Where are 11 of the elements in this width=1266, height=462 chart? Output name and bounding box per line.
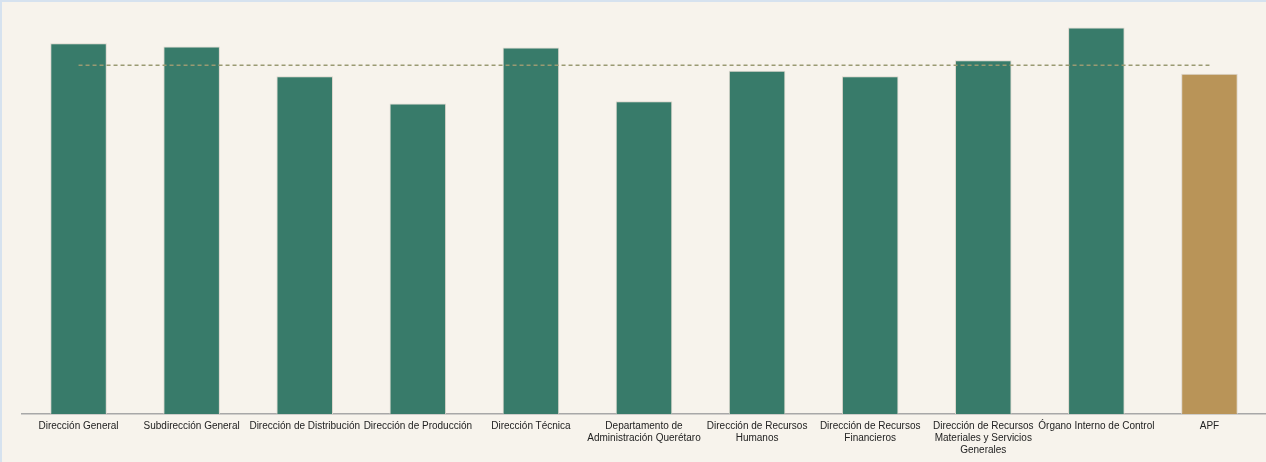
x-tick-label: Órgano Interno de Control [1038, 418, 1155, 431]
x-tick-label: Dirección de Recursos Humanos [706, 419, 808, 443]
x-tick-label: Dirección de Recursos Financieros [819, 419, 921, 443]
x-tick-label: Dirección Técnica [491, 419, 571, 431]
x-tick-label: Dirección de Producción [363, 419, 473, 431]
x-tick-label: Subdirección General [143, 419, 240, 431]
x-tick-label: Departamento de Administración Querétaro [587, 419, 702, 443]
x-tick-label: Dirección de Recursos Materiales y Servicios Generales [932, 419, 1034, 455]
x-tick-label: Dirección de Distribución [249, 419, 361, 431]
x-tick-label: APF [1199, 419, 1220, 431]
x-tick-label: Dirección General [38, 419, 119, 431]
